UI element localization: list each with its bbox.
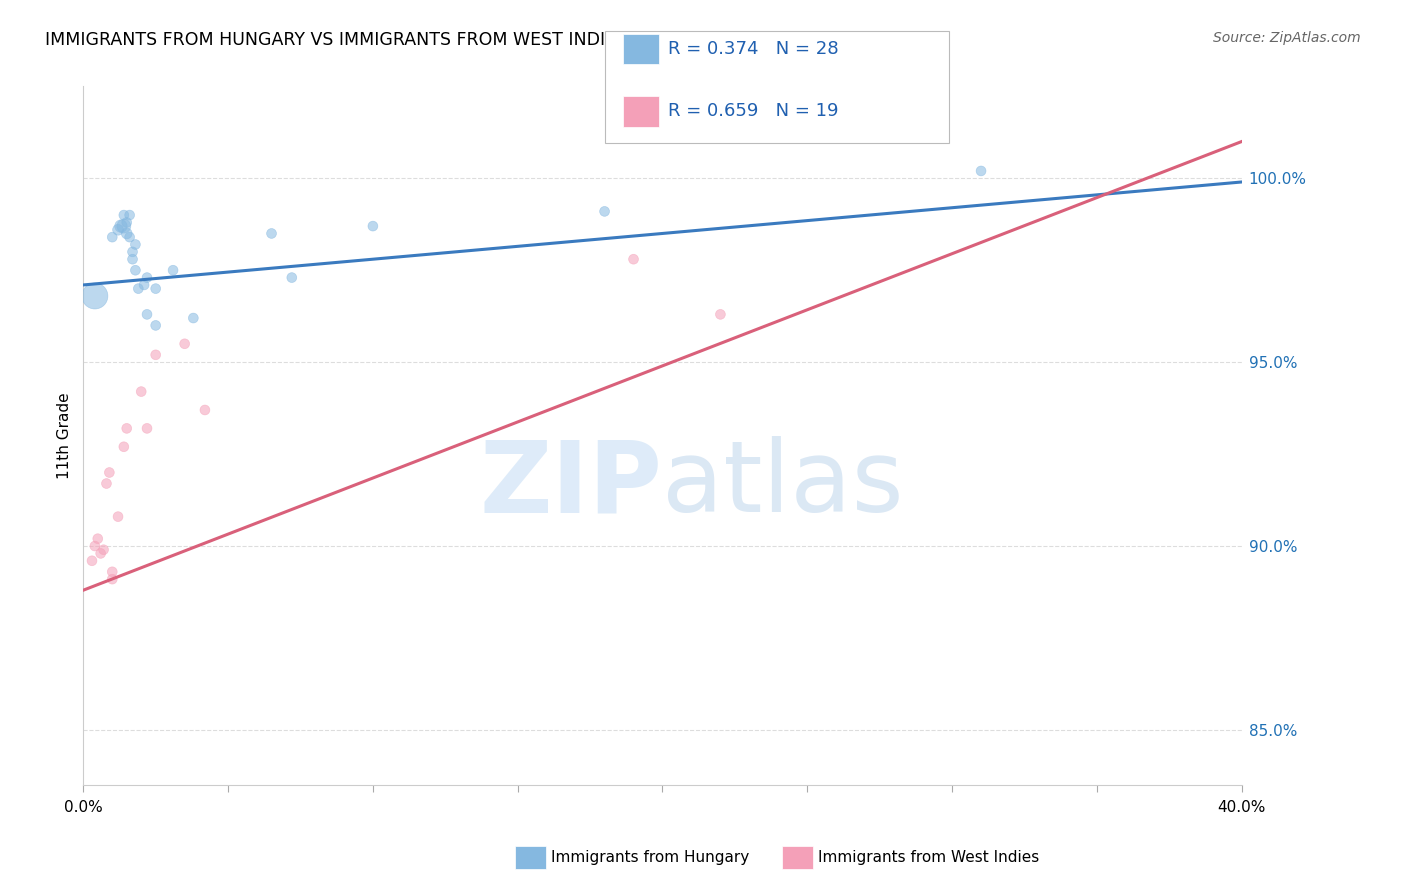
Point xyxy=(101,565,124,579)
Point xyxy=(124,263,146,277)
Point xyxy=(145,348,167,362)
Point xyxy=(87,532,110,546)
Point xyxy=(361,219,384,233)
Point xyxy=(101,572,124,586)
Point xyxy=(183,311,205,326)
Point xyxy=(98,466,121,480)
Point xyxy=(115,227,138,241)
Point xyxy=(124,237,146,252)
Point xyxy=(121,244,143,259)
Point xyxy=(118,208,141,222)
Text: 40.0%: 40.0% xyxy=(1218,800,1265,814)
Point xyxy=(83,289,105,303)
Point xyxy=(112,440,135,454)
Point xyxy=(112,219,135,233)
Text: R = 0.659   N = 19: R = 0.659 N = 19 xyxy=(668,103,838,120)
Point xyxy=(115,215,138,229)
Point xyxy=(93,542,115,557)
Point xyxy=(110,219,132,233)
Point xyxy=(145,318,167,333)
Point xyxy=(107,223,129,237)
Point xyxy=(107,509,129,524)
Text: Immigrants from Hungary: Immigrants from Hungary xyxy=(551,850,749,864)
Point xyxy=(281,270,304,285)
Point xyxy=(970,164,993,178)
Point xyxy=(132,277,155,292)
Point xyxy=(112,208,135,222)
Point xyxy=(260,227,283,241)
Y-axis label: 11th Grade: 11th Grade xyxy=(58,392,72,479)
Point xyxy=(118,230,141,244)
Text: R = 0.374   N = 28: R = 0.374 N = 28 xyxy=(668,40,838,58)
Point xyxy=(80,554,103,568)
Point xyxy=(145,282,167,296)
Text: IMMIGRANTS FROM HUNGARY VS IMMIGRANTS FROM WEST INDIES 11TH GRADE CORRELATION CH: IMMIGRANTS FROM HUNGARY VS IMMIGRANTS FR… xyxy=(45,31,939,49)
Point xyxy=(173,336,195,351)
Text: Source: ZipAtlas.com: Source: ZipAtlas.com xyxy=(1213,31,1361,45)
Text: ZIP: ZIP xyxy=(479,436,662,533)
Point xyxy=(623,252,645,267)
Point xyxy=(162,263,184,277)
Point xyxy=(90,546,112,560)
Point xyxy=(709,307,731,321)
Text: Immigrants from West Indies: Immigrants from West Indies xyxy=(818,850,1039,864)
Point xyxy=(593,204,616,219)
Point xyxy=(194,403,217,417)
Point xyxy=(129,384,152,399)
Point xyxy=(136,270,159,285)
Point xyxy=(83,539,105,553)
Text: atlas: atlas xyxy=(662,436,904,533)
Point xyxy=(136,307,159,321)
Point xyxy=(127,282,149,296)
Point xyxy=(121,252,143,267)
Point xyxy=(136,421,159,435)
Point xyxy=(101,230,124,244)
Point xyxy=(115,421,138,435)
Text: 0.0%: 0.0% xyxy=(63,800,103,814)
Point xyxy=(96,476,118,491)
